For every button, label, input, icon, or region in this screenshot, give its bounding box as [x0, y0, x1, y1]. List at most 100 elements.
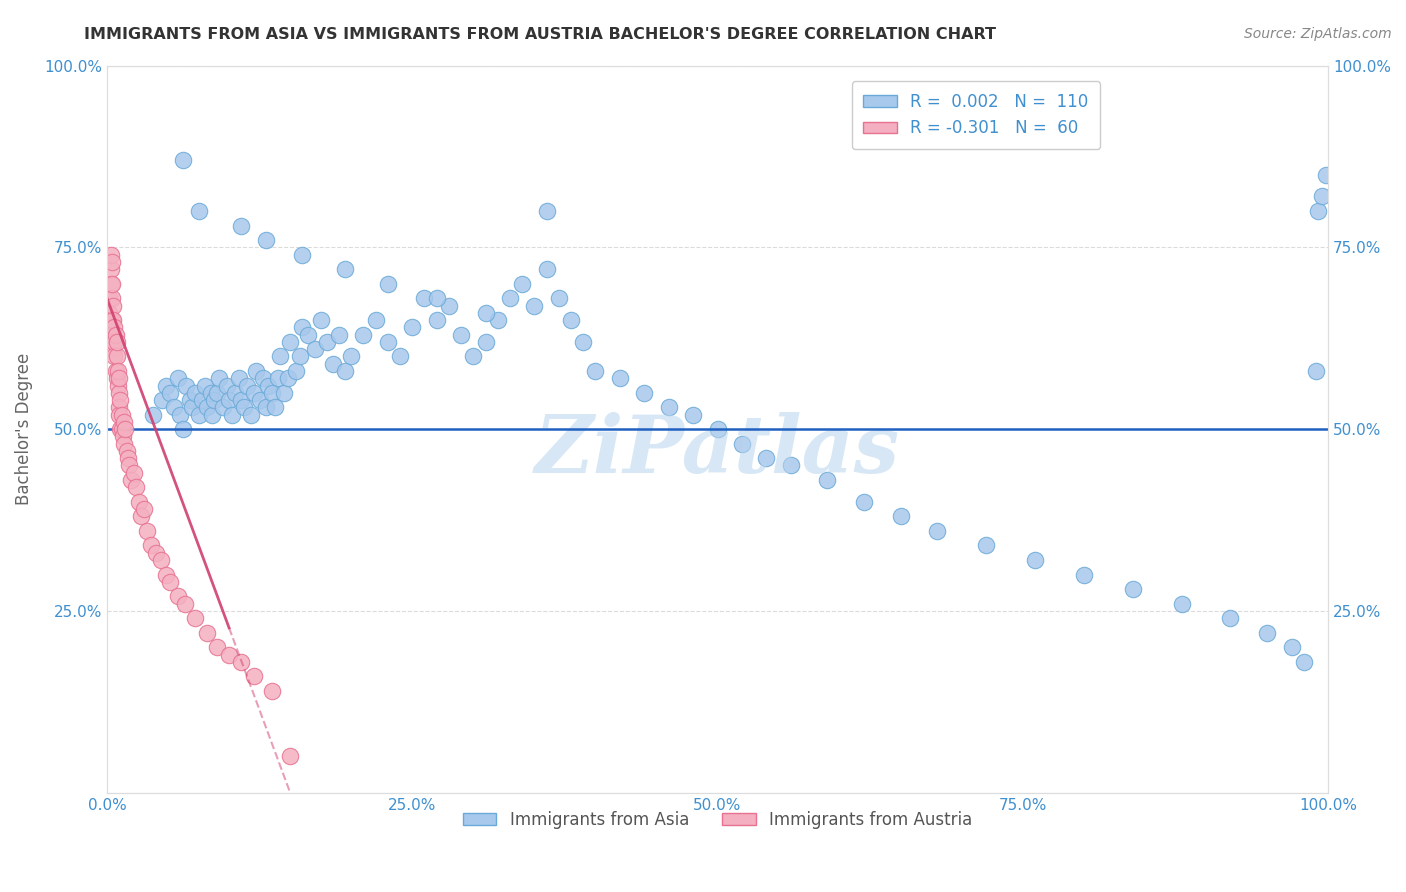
Point [122, 466, 145, 480]
Point [1024, 553, 1046, 567]
Point [706, 422, 728, 436]
Point [731, 436, 754, 450]
Point [215, 378, 238, 392]
Point [291, 320, 314, 334]
Point [191, 392, 214, 407]
Point [169, 408, 191, 422]
Point [184, 611, 207, 625]
Point [389, 350, 412, 364]
Point [609, 371, 631, 385]
Point [172, 153, 194, 168]
Point [200, 385, 222, 400]
Point [853, 495, 876, 509]
Point [108, 385, 131, 400]
Point [112, 415, 135, 429]
Point [682, 408, 704, 422]
Point [187, 204, 209, 219]
Text: Source: ZipAtlas.com: Source: ZipAtlas.com [1244, 27, 1392, 41]
Point [107, 378, 129, 392]
Point [352, 327, 374, 342]
Point [100, 262, 122, 277]
Point [277, 371, 299, 385]
Point [100, 247, 122, 261]
Point [583, 364, 606, 378]
Point [104, 327, 127, 342]
Point [333, 364, 356, 378]
Point [187, 408, 209, 422]
Point [633, 385, 655, 400]
Point [117, 451, 139, 466]
Point [328, 327, 350, 342]
Point [288, 350, 311, 364]
Point [426, 291, 449, 305]
Point [817, 473, 839, 487]
Point [125, 480, 148, 494]
Point [101, 299, 124, 313]
Point [218, 648, 240, 662]
Point [658, 401, 681, 415]
Point [107, 364, 129, 378]
Point [205, 640, 228, 655]
Point [104, 364, 127, 378]
Point [101, 291, 124, 305]
Point [474, 334, 496, 349]
Point [1310, 189, 1333, 203]
Point [523, 299, 546, 313]
Point [212, 401, 235, 415]
Y-axis label: Bachelor's Degree: Bachelor's Degree [15, 353, 32, 505]
Point [110, 422, 132, 436]
Point [139, 538, 162, 552]
Point [105, 350, 128, 364]
Point [267, 371, 290, 385]
Point [927, 524, 949, 538]
Point [118, 458, 141, 473]
Point [150, 392, 173, 407]
Point [333, 262, 356, 277]
Point [128, 495, 150, 509]
Point [111, 422, 134, 436]
Point [1256, 625, 1278, 640]
Point [159, 385, 181, 400]
Point [145, 546, 167, 560]
Text: IMMIGRANTS FROM ASIA VS IMMIGRANTS FROM AUSTRIA BACHELOR'S DEGREE CORRELATION CH: IMMIGRANTS FROM ASIA VS IMMIGRANTS FROM … [84, 27, 997, 42]
Point [304, 342, 326, 356]
Point [1292, 655, 1315, 669]
Point [111, 408, 134, 422]
Point [499, 291, 522, 305]
Point [755, 451, 778, 466]
Point [240, 408, 263, 422]
Point [779, 458, 801, 473]
Point [101, 255, 124, 269]
Point [221, 408, 243, 422]
Point [437, 299, 460, 313]
Point [322, 357, 344, 371]
Point [297, 327, 319, 342]
Point [120, 473, 142, 487]
Point [401, 320, 423, 334]
Point [103, 350, 125, 364]
Point [245, 364, 267, 378]
Point [242, 669, 264, 683]
Point [166, 371, 188, 385]
Point [159, 574, 181, 589]
Point [98, 306, 121, 320]
Point [486, 313, 509, 327]
Point [254, 233, 277, 247]
Point [260, 684, 283, 698]
Point [105, 334, 128, 349]
Point [1305, 364, 1327, 378]
Point [136, 524, 159, 538]
Point [315, 334, 337, 349]
Point [278, 334, 301, 349]
Point [149, 553, 172, 567]
Point [155, 378, 177, 392]
Point [260, 385, 283, 400]
Point [1315, 168, 1337, 182]
Point [179, 392, 201, 407]
Point [228, 371, 250, 385]
Point [111, 429, 134, 443]
Point [101, 277, 124, 291]
Point [285, 364, 308, 378]
Point [1308, 204, 1330, 219]
Point [112, 436, 135, 450]
